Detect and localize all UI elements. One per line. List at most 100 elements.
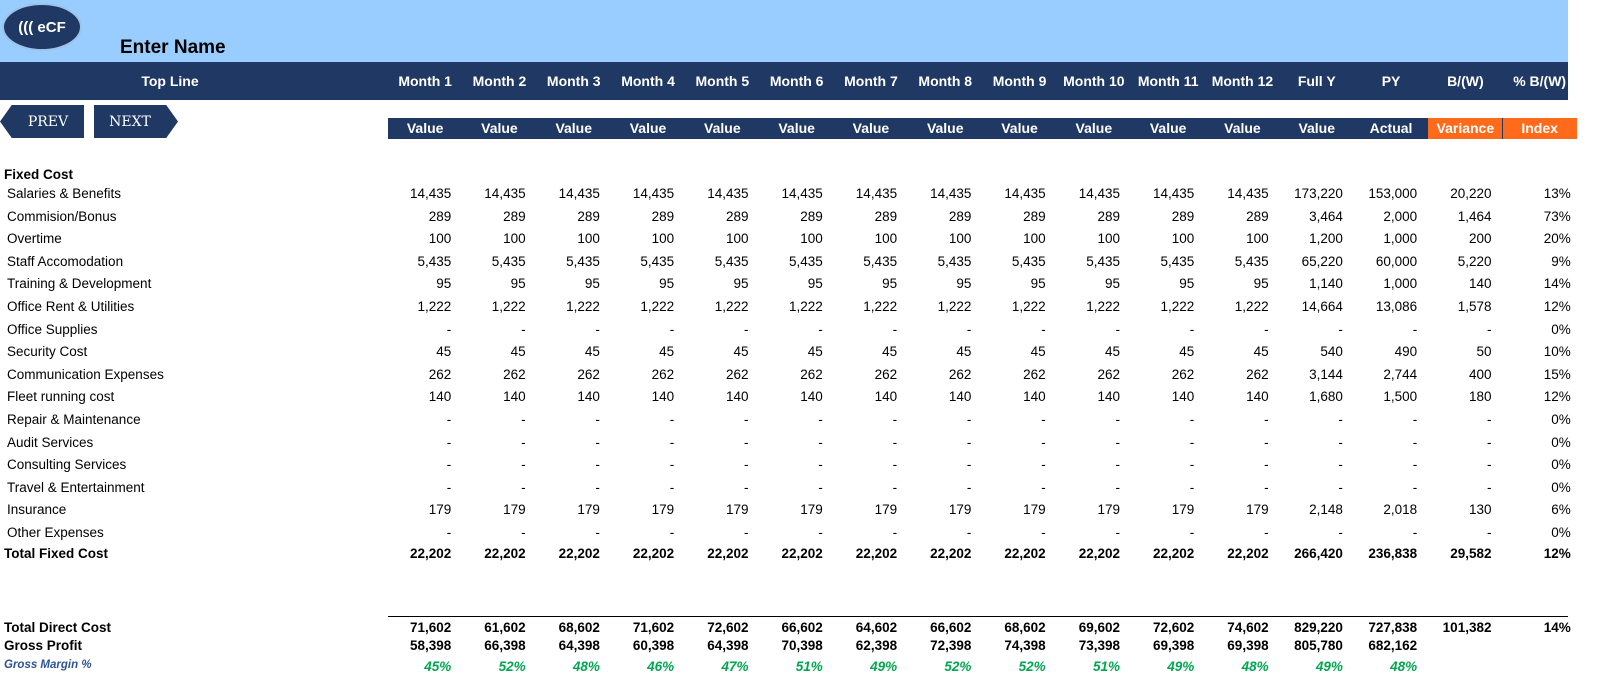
cell-value[interactable]: 179 <box>1097 502 1120 518</box>
company-name[interactable]: Enter Name <box>120 37 226 58</box>
cell-value[interactable]: 140 <box>651 389 675 405</box>
cell-value[interactable]: 805,780 <box>1294 638 1343 653</box>
cell-value[interactable]: 48% <box>1241 659 1269 674</box>
cell-value[interactable]: 52% <box>1018 659 1046 674</box>
cell-value[interactable]: 0% <box>1551 321 1571 337</box>
cell-value[interactable]: - <box>1041 479 1046 495</box>
cell-value[interactable]: 289 <box>651 208 675 224</box>
cell-value[interactable]: - <box>1338 412 1343 427</box>
cell-value[interactable]: 173,220 <box>1294 186 1343 201</box>
cell-value[interactable]: 74,398 <box>1004 638 1046 653</box>
cell-value[interactable]: 45 <box>1253 344 1269 360</box>
cell-value[interactable]: 1,222 <box>640 299 675 314</box>
cell-value[interactable]: 262 <box>1171 366 1195 382</box>
cell-value[interactable]: 45 <box>882 344 898 360</box>
cell-value[interactable]: 236,838 <box>1368 546 1418 561</box>
cell-value[interactable]: 14% <box>1543 620 1571 635</box>
cell-value[interactable]: 46% <box>647 659 675 674</box>
cell-value[interactable]: - <box>1115 525 1120 540</box>
cell-value[interactable]: 14,664 <box>1301 299 1343 314</box>
cell-value[interactable]: 14,435 <box>484 186 526 201</box>
cell-value[interactable]: 14,435 <box>1004 186 1046 201</box>
cell-value[interactable]: 140 <box>948 389 972 405</box>
cell-value[interactable]: 130 <box>1468 502 1492 518</box>
cell-value[interactable]: - <box>1041 412 1046 427</box>
cell-value[interactable]: 0% <box>1551 412 1571 427</box>
cell-value[interactable]: 5,435 <box>1086 253 1120 269</box>
cell-value[interactable]: 22,202 <box>484 546 526 561</box>
cell-value[interactable]: 48% <box>572 659 600 674</box>
cell-value[interactable]: 9% <box>1551 253 1571 269</box>
cell-value[interactable]: 1,222 <box>566 299 600 314</box>
cell-value[interactable]: 1,222 <box>789 299 823 314</box>
cell-value[interactable]: 289 <box>1023 208 1046 224</box>
cell-value[interactable]: 45 <box>436 344 452 360</box>
cell-value[interactable]: 66,602 <box>930 620 972 635</box>
cell-value[interactable]: 289 <box>1097 208 1120 224</box>
cell-value[interactable]: 62,398 <box>855 638 898 653</box>
cell-value[interactable]: 100 <box>577 231 600 247</box>
cell-value[interactable]: - <box>818 412 823 427</box>
cell-value[interactable]: 14,435 <box>855 186 898 201</box>
cell-value[interactable]: - <box>966 525 972 540</box>
cell-value[interactable]: - <box>1338 525 1343 540</box>
cell-value[interactable]: 289 <box>1246 208 1269 224</box>
cell-value[interactable]: 5,435 <box>714 253 749 269</box>
cell-value[interactable]: 72,398 <box>930 638 972 653</box>
cell-value[interactable]: 179 <box>428 502 452 518</box>
cell-value[interactable]: 69,398 <box>1153 638 1195 653</box>
cell-value[interactable]: 71,602 <box>632 620 675 635</box>
cell-value[interactable]: 262 <box>725 366 749 382</box>
cell-value[interactable]: 3,464 <box>1309 208 1343 224</box>
cell-value[interactable]: 70,398 <box>781 638 823 653</box>
cell-value[interactable]: - <box>1486 457 1492 473</box>
cell-value[interactable]: 95 <box>807 276 823 292</box>
cell-value[interactable]: 14,435 <box>781 186 823 201</box>
cell-value[interactable]: - <box>1412 457 1418 473</box>
cell-value[interactable]: 5,435 <box>417 253 452 269</box>
cell-value[interactable]: - <box>1189 479 1195 495</box>
cell-value[interactable]: 1,222 <box>1234 299 1269 314</box>
cell-value[interactable]: - <box>1338 457 1343 473</box>
cell-value[interactable]: 20% <box>1543 231 1571 247</box>
cell-value[interactable]: 0% <box>1551 525 1571 540</box>
cell-value[interactable]: - <box>521 412 526 427</box>
cell-value[interactable]: 400 <box>1468 366 1492 382</box>
cell-value[interactable]: 262 <box>503 366 526 382</box>
cell-value[interactable]: 64,398 <box>707 638 749 653</box>
cell-value[interactable]: - <box>1189 434 1195 450</box>
cell-value[interactable]: 22,202 <box>707 546 749 561</box>
cell-value[interactable]: 140 <box>874 389 898 405</box>
cell-value[interactable]: - <box>818 525 823 540</box>
cell-value[interactable]: 66,398 <box>484 638 526 653</box>
cell-value[interactable]: 100 <box>1246 231 1269 247</box>
cell-value[interactable]: - <box>1115 434 1120 450</box>
cell-value[interactable]: - <box>1041 434 1046 450</box>
cell-value[interactable]: 95 <box>956 276 972 292</box>
cell-value[interactable]: 22,202 <box>1078 546 1120 561</box>
cell-value[interactable]: 262 <box>1246 366 1269 382</box>
cell-value[interactable]: - <box>1189 525 1195 540</box>
cell-value[interactable]: - <box>1338 434 1343 450</box>
cell-value[interactable]: 49% <box>870 659 898 674</box>
cell-value[interactable]: - <box>521 525 526 540</box>
cell-value[interactable]: 95 <box>1104 276 1120 292</box>
cell-value[interactable]: 66,602 <box>781 620 823 635</box>
cell-value[interactable]: 5,435 <box>937 253 972 269</box>
cell-value[interactable]: 179 <box>725 502 749 518</box>
cell-value[interactable]: 101,382 <box>1442 620 1492 635</box>
cell-value[interactable]: - <box>521 434 526 450</box>
cell-value[interactable]: - <box>1115 479 1120 495</box>
cell-value[interactable]: 490 <box>1394 344 1418 360</box>
cell-value[interactable]: 14,435 <box>1153 186 1195 201</box>
cell-value[interactable]: 6% <box>1551 502 1571 518</box>
cell-value[interactable]: - <box>743 434 749 450</box>
cell-value[interactable]: 179 <box>577 502 600 518</box>
cell-value[interactable]: - <box>892 479 898 495</box>
cell-value[interactable]: 51% <box>795 659 823 674</box>
cell-value[interactable]: 61,602 <box>484 620 526 635</box>
cell-value[interactable]: 69,398 <box>1227 638 1269 653</box>
cell-value[interactable]: - <box>521 479 526 495</box>
cell-value[interactable]: 1,222 <box>937 299 972 314</box>
cell-value[interactable]: 45 <box>733 344 749 360</box>
